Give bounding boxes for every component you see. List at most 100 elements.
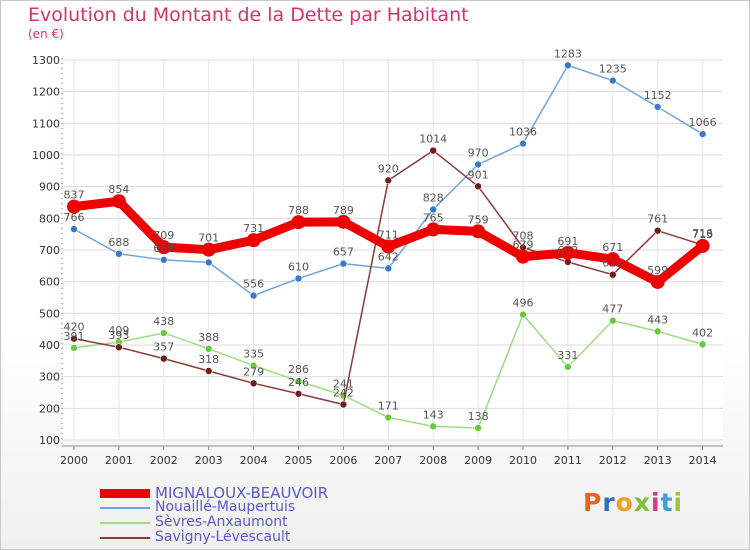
data-label: 671	[602, 241, 623, 254]
data-label: 669	[153, 242, 174, 255]
data-label: 143	[423, 408, 444, 421]
data-label: 713	[692, 228, 713, 241]
x-tick-label: 2008	[419, 454, 447, 467]
data-point	[426, 222, 441, 237]
logo-letter: t	[660, 488, 674, 517]
data-label: 765	[423, 211, 444, 224]
data-point	[698, 340, 707, 349]
chart-title: Evolution du Montant de la Dette par Hab…	[28, 4, 469, 26]
data-label: 1066	[689, 116, 717, 129]
data-point	[204, 344, 213, 353]
data-label: 438	[153, 315, 174, 328]
data-point	[384, 264, 393, 273]
data-label: 279	[243, 365, 264, 378]
data-label: 691	[557, 235, 578, 248]
x-tick-label: 2010	[509, 454, 537, 467]
data-point	[156, 240, 171, 255]
proxiti-logo: Proxiti	[583, 488, 683, 517]
x-tick-label: 2003	[195, 454, 223, 467]
data-label: 716	[692, 227, 713, 240]
data-label: 477	[602, 303, 623, 316]
data-point	[653, 226, 662, 235]
y-tick-label: 300	[39, 371, 60, 384]
data-point	[471, 224, 486, 239]
data-point	[294, 274, 303, 283]
data-point	[70, 344, 78, 352]
data-point	[474, 424, 482, 432]
data-point	[246, 233, 261, 248]
legend-swatch	[100, 537, 150, 539]
data-label: 335	[243, 348, 264, 361]
data-point	[474, 160, 482, 169]
data-point	[695, 238, 710, 253]
logo-letter: r	[602, 488, 616, 517]
y-tick-label: 1300	[32, 54, 60, 67]
logo-letter: P	[583, 488, 603, 517]
data-label: 599	[647, 264, 668, 277]
y-tick-label: 1100	[32, 117, 60, 130]
y-tick-label: 1000	[32, 149, 60, 162]
data-label: 443	[647, 313, 668, 326]
data-label: 642	[378, 250, 399, 263]
data-point	[516, 249, 530, 264]
data-point	[429, 146, 438, 155]
y-tick-label: 500	[39, 307, 60, 320]
data-label: 837	[64, 189, 85, 202]
data-label: 393	[108, 329, 129, 342]
x-tick-label: 2014	[689, 454, 717, 467]
data-point	[115, 250, 123, 258]
data-point	[294, 389, 303, 398]
data-point	[336, 214, 351, 229]
legend-label: Sèvres-Anxaumont	[155, 514, 288, 530]
data-label: 662	[557, 244, 578, 257]
data-point	[608, 316, 617, 325]
data-label: 556	[243, 278, 264, 291]
data-point	[294, 377, 303, 385]
data-label: 391	[64, 330, 85, 343]
data-point	[429, 422, 438, 431]
legend-label: Savigny-Lévescault	[155, 529, 291, 545]
data-label: 242	[333, 387, 354, 400]
x-tick-label: 2005	[285, 454, 313, 467]
x-tick-label: 2012	[599, 454, 627, 467]
data-point	[381, 239, 396, 254]
legend-swatch	[100, 522, 150, 524]
data-point	[160, 256, 168, 264]
data-label: 388	[198, 331, 219, 344]
data-point	[249, 361, 258, 370]
data-label: 171	[378, 400, 399, 413]
y-tick-label: 100	[39, 434, 60, 447]
data-point	[70, 225, 78, 233]
data-point	[339, 400, 348, 409]
x-tick-label: 2000	[60, 454, 88, 467]
data-label: 622	[602, 257, 623, 270]
data-label: 138	[468, 410, 489, 423]
y-tick-label: 700	[39, 244, 60, 257]
data-point	[560, 245, 575, 260]
data-point	[204, 258, 213, 267]
logo-letter: x	[633, 488, 651, 517]
data-label: 610	[288, 261, 309, 274]
data-point	[115, 343, 123, 352]
x-tick-label: 2007	[374, 454, 402, 467]
data-label: 688	[108, 236, 129, 249]
data-label: 711	[378, 229, 399, 242]
data-point	[698, 130, 707, 138]
data-point	[653, 327, 662, 336]
data-label: 970	[468, 147, 489, 160]
data-label: 1014	[419, 133, 447, 146]
data-point	[339, 259, 348, 268]
data-label: 789	[333, 204, 354, 217]
data-point	[160, 354, 168, 363]
data-label: 709	[153, 229, 174, 242]
legend-swatch	[100, 488, 150, 498]
data-point	[608, 270, 617, 279]
data-point	[204, 367, 213, 375]
data-label: 331	[557, 349, 578, 362]
data-label: 901	[468, 168, 489, 181]
data-point	[111, 194, 126, 209]
y-tick-label: 800	[39, 212, 60, 225]
data-label: 1283	[554, 47, 582, 60]
logo-letter: i	[673, 488, 684, 517]
